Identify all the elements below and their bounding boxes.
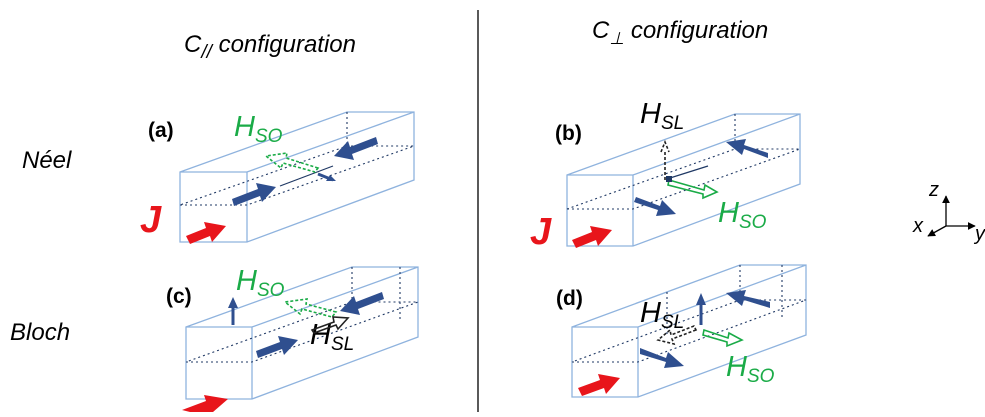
panel-c-magnetization-left xyxy=(256,336,298,358)
panel-b-wall-axis xyxy=(669,165,709,179)
panel-d-vertical-spin-head xyxy=(696,293,706,305)
panel-b-midplane xyxy=(566,114,801,210)
panel-c-hsl-label: HSL xyxy=(310,319,354,355)
x-axis xyxy=(927,225,947,237)
row-label-neel: Néel xyxy=(22,147,72,174)
panel-a-current-label: J xyxy=(140,199,162,241)
panel-a-current-arrow xyxy=(186,222,226,244)
panel-b-magnetization-left xyxy=(634,197,676,216)
panel-a-wall-spin-head xyxy=(326,175,336,181)
panel-c-magnetization-right xyxy=(340,292,384,315)
panel-c-hso-arrow xyxy=(283,298,338,318)
panel-b-hso-arrow xyxy=(667,178,719,200)
panel-d-hso-arrow xyxy=(702,328,744,348)
panel-b-magnetization-right xyxy=(726,139,768,158)
row-label-bloch: Bloch xyxy=(10,319,70,346)
panel-b-current-label: J xyxy=(530,211,552,253)
panel-d-current-arrow xyxy=(578,374,620,396)
panel-a-hso-arrow xyxy=(264,152,320,173)
left-column-header: C// configuration xyxy=(184,31,356,63)
panel-b-wall-center xyxy=(666,176,672,182)
x-axis-label: x xyxy=(912,215,924,237)
panel-b: (b) HSL HSO J xyxy=(530,98,801,253)
panel-d-hsl-arrow xyxy=(656,324,698,346)
panel-a-hso-label: HSO xyxy=(234,111,283,147)
panel-a-magnetization-left xyxy=(232,183,276,206)
panel-b-label: (b) xyxy=(555,122,582,145)
panel-b-hsl-label: HSL xyxy=(640,98,684,134)
panel-c-current-arrow xyxy=(182,395,228,412)
panel-b-current-arrow xyxy=(572,226,612,248)
panel-d-label: (d) xyxy=(556,287,583,310)
panel-a-label: (a) xyxy=(148,119,174,142)
panel-c-hsl-arrow xyxy=(310,316,350,334)
panel-a-slab xyxy=(179,111,415,243)
panel-b-hso-label: HSO xyxy=(718,197,767,233)
panel-d-midplane xyxy=(571,265,807,363)
right-column-header: C⊥ configuration xyxy=(592,17,768,48)
panel-c-vertical-spin-head xyxy=(228,297,238,308)
panel-c-slab xyxy=(185,266,419,400)
panel-a: (a) HSO J xyxy=(140,111,415,244)
panel-c-label: (c) xyxy=(166,285,192,308)
panel-c-hso-label: HSO xyxy=(236,265,285,301)
panel-d-hso-label: HSO xyxy=(726,351,775,387)
panel-a-midplane xyxy=(179,112,415,206)
panel-c: (c) HSO HSL xyxy=(166,265,419,412)
y-axis-label: y xyxy=(973,223,985,245)
z-axis-label: z xyxy=(928,179,939,201)
coordinate-axes: z x y xyxy=(912,179,985,245)
panel-d: (d) HSL HSO xyxy=(556,264,807,398)
panel-d-magnetization-right xyxy=(726,290,770,308)
panel-d-hsl-label: HSL xyxy=(640,297,684,333)
panel-a-wall-axis xyxy=(279,165,334,187)
panel-a-magnetization-right xyxy=(334,137,378,160)
panel-c-midplane xyxy=(185,267,419,363)
panel-b-hsl-arrow xyxy=(660,139,670,180)
panel-d-magnetization-left xyxy=(640,348,684,368)
